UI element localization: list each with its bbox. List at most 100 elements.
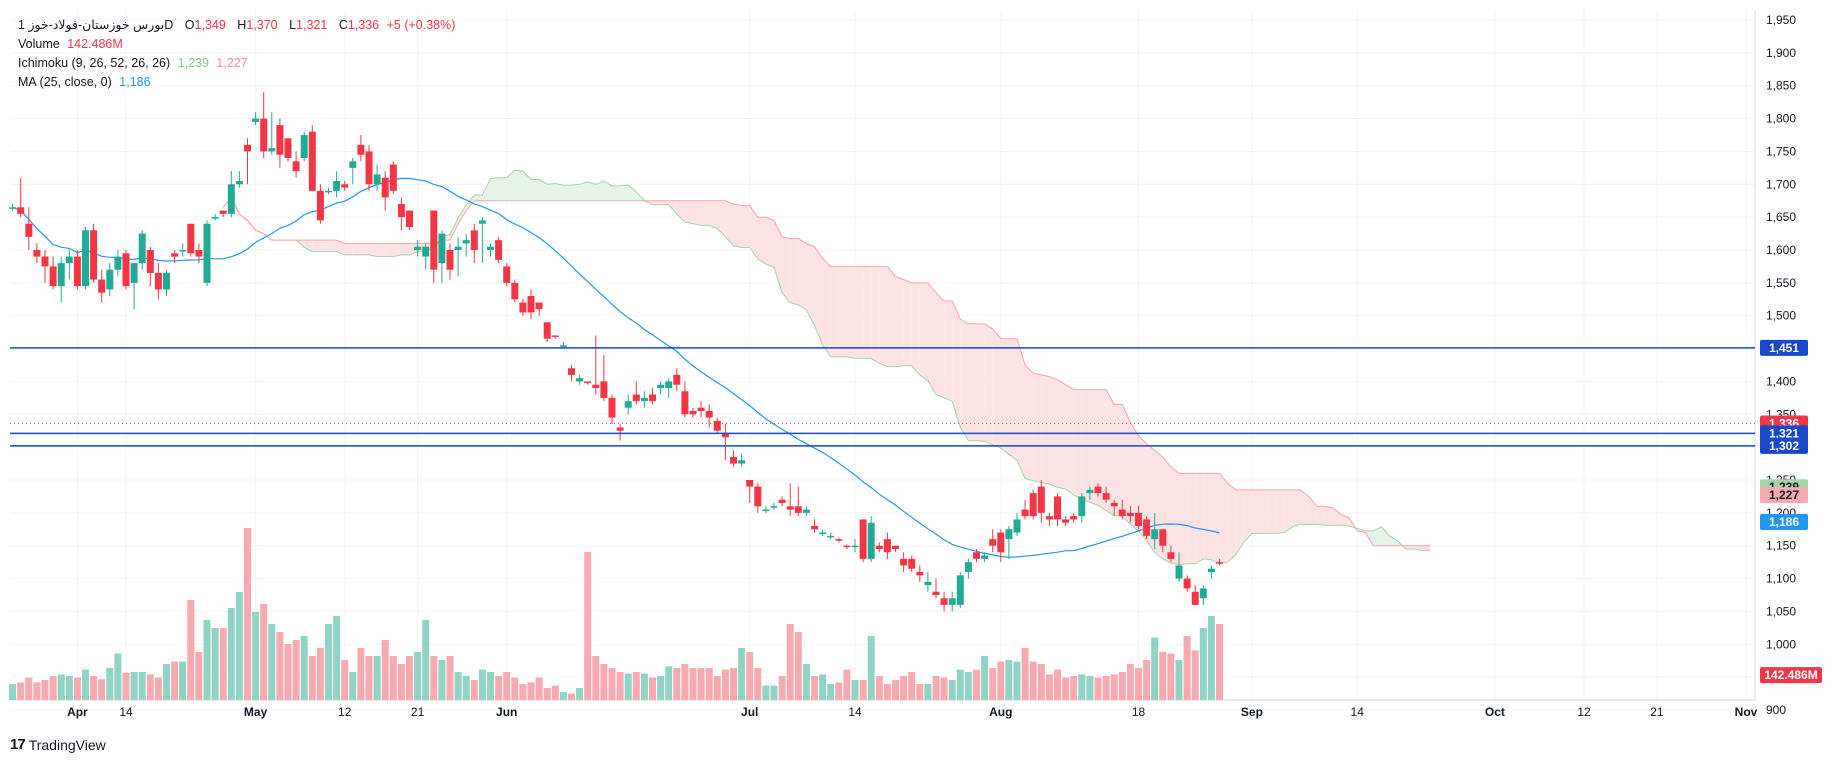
x-tick-label: Sep: [1241, 705, 1263, 719]
volume-bar: [381, 640, 389, 700]
volume-bar: [859, 680, 867, 700]
ichimoku-cloud-segment: [1025, 365, 1034, 481]
ichimoku-cloud-segment: [498, 177, 507, 201]
ichimoku-cloud-segment: [1008, 338, 1017, 461]
candle-body: [1102, 493, 1110, 500]
legend-volume-row[interactable]: Volume 142.486M: [18, 35, 455, 54]
volume-bar: [438, 660, 446, 700]
ichimoku-label: Ichimoku (9, 26, 52, 26, 26): [18, 56, 171, 70]
candle-body: [446, 250, 454, 270]
volume-bar: [1029, 661, 1037, 700]
volume-bar: [827, 684, 835, 700]
y-tick-label: 1,600: [1766, 243, 1796, 257]
volume-bar: [1126, 664, 1134, 700]
volume-bar: [649, 677, 656, 700]
candle-body: [1191, 591, 1199, 605]
candle-body: [316, 190, 324, 221]
ichimoku-cloud-segment: [838, 266, 847, 357]
legend-ichimoku-row[interactable]: Ichimoku (9, 26, 52, 26, 26) 1,239 1,227: [18, 54, 455, 73]
volume-bar: [203, 620, 211, 700]
volume-bar: [146, 674, 154, 700]
candle-body: [1029, 493, 1037, 517]
candle-body: [867, 522, 875, 559]
ichimoku-cloud-segment: [741, 205, 750, 248]
x-tick-label: 18: [1132, 705, 1146, 719]
candle-body: [916, 572, 924, 576]
ichimoku-cloud-segment: [887, 266, 896, 367]
volume-bar: [527, 682, 535, 700]
volume-bar: [406, 656, 413, 700]
volume-bar: [487, 672, 494, 700]
candle-body: [981, 555, 989, 559]
candle-body: [600, 381, 608, 398]
volume-bar: [195, 652, 203, 700]
tradingview-brand[interactable]: 17 TradingView: [10, 736, 106, 753]
volume-bar: [1062, 677, 1070, 700]
legend-ma-row[interactable]: MA (25, close, 0) 1,186: [18, 73, 455, 92]
price-badge-label: 1,321: [1769, 426, 1799, 440]
candle-body: [244, 144, 251, 152]
ichimoku-cloud-segment: [1179, 473, 1188, 565]
volume-bar: [122, 672, 130, 700]
candle-body: [519, 302, 527, 313]
candle-body: [527, 296, 535, 313]
ichimoku-cloud-segment: [1203, 473, 1212, 560]
candle-body: [25, 223, 33, 237]
volume-bar: [1135, 668, 1142, 700]
volume-bar: [478, 669, 486, 700]
interval[interactable]: 1D: [18, 18, 174, 32]
volume-bar: [940, 677, 948, 700]
volume-bar: [65, 676, 73, 700]
volume-bar: [519, 684, 527, 700]
ichimoku-cloud-segment: [1195, 473, 1204, 564]
ichimoku-cloud-segment: [336, 240, 345, 255]
ichimoku-cloud-segment: [830, 266, 839, 357]
candle-body: [478, 220, 486, 224]
candle-body: [373, 174, 381, 185]
ichimoku-cloud-segment: [344, 243, 353, 255]
candle-body: [1070, 516, 1078, 520]
candle-body: [171, 253, 179, 257]
candle-body: [438, 233, 446, 264]
y-tick-label: 1,700: [1766, 177, 1796, 191]
candle-body: [1086, 489, 1094, 494]
candle-body: [608, 397, 616, 418]
price-badge: [1760, 339, 1808, 356]
ichimoku-cloud-segment: [1065, 384, 1074, 495]
candle-body: [1062, 519, 1070, 523]
volume-bar: [1199, 628, 1207, 700]
volume-bar: [584, 552, 592, 700]
volume-bar: [454, 672, 462, 700]
volume-bar: [1151, 637, 1159, 700]
candle-body: [908, 558, 916, 569]
candle-body: [819, 532, 827, 535]
candle-body: [9, 207, 17, 209]
ichimoku-cloud-segment: [1276, 489, 1285, 534]
candle-body: [713, 420, 721, 431]
volume-bar: [811, 676, 818, 700]
candle-body: [932, 591, 940, 595]
candle-body: [1183, 578, 1191, 589]
ichimoku-cloud-segment: [652, 200, 661, 205]
candle-body: [1199, 588, 1207, 599]
volume-bar: [316, 648, 324, 700]
ichimoku-cloud-segment: [320, 240, 329, 252]
x-tick-label: 21: [1650, 705, 1664, 719]
candle-body: [616, 427, 624, 431]
volume-bar: [1102, 676, 1110, 700]
candle-body: [1175, 565, 1183, 579]
volume-bar: [163, 664, 170, 700]
ichimoku-cloud-segment: [369, 243, 378, 257]
candle-body: [762, 509, 770, 512]
volume-bar: [762, 685, 770, 700]
ichimoku-cloud-segment: [474, 194, 483, 201]
open-value: 1,349: [194, 18, 226, 32]
symbol-name[interactable]: بورس خوزستان-فولاد-خوز: [28, 18, 165, 32]
candle-body: [227, 184, 235, 214]
volume-bar: [802, 664, 810, 700]
volume-bar: [389, 656, 397, 700]
volume-bar: [576, 688, 584, 700]
volume-bar: [57, 674, 65, 700]
candle-body: [57, 263, 65, 287]
